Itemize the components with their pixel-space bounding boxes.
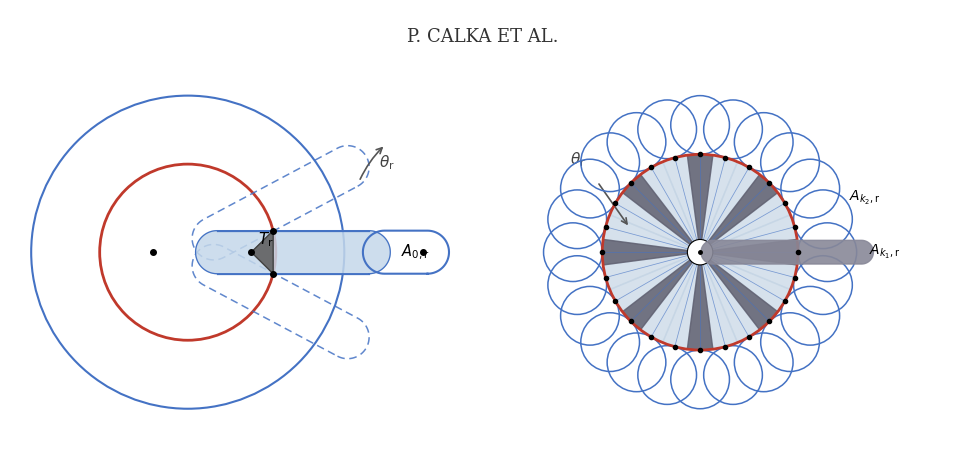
Polygon shape: [701, 155, 738, 241]
Polygon shape: [603, 254, 689, 290]
Text: $\theta_{\rm r}$: $\theta_{\rm r}$: [379, 153, 394, 172]
Polygon shape: [708, 260, 778, 330]
Polygon shape: [688, 265, 713, 350]
Polygon shape: [712, 254, 797, 290]
Polygon shape: [713, 240, 798, 265]
Polygon shape: [603, 215, 689, 250]
Polygon shape: [688, 154, 713, 240]
Text: $T_{\rm r}$: $T_{\rm r}$: [258, 231, 274, 249]
Polygon shape: [622, 260, 693, 330]
Polygon shape: [602, 240, 688, 265]
Polygon shape: [622, 175, 693, 244]
Polygon shape: [251, 231, 273, 274]
Polygon shape: [610, 192, 690, 248]
Polygon shape: [663, 155, 698, 241]
Polygon shape: [610, 257, 690, 312]
Polygon shape: [705, 162, 759, 242]
Polygon shape: [708, 260, 778, 330]
Circle shape: [688, 240, 713, 265]
Polygon shape: [705, 262, 759, 343]
Polygon shape: [708, 175, 778, 244]
Polygon shape: [710, 192, 790, 248]
Polygon shape: [701, 241, 873, 264]
Polygon shape: [712, 215, 797, 250]
Polygon shape: [602, 240, 688, 265]
Polygon shape: [640, 162, 696, 242]
Polygon shape: [663, 264, 698, 349]
Polygon shape: [713, 240, 798, 265]
Text: $A_{k_2,{\rm r}}$: $A_{k_2,{\rm r}}$: [849, 189, 880, 207]
Polygon shape: [640, 262, 696, 343]
Polygon shape: [710, 257, 790, 312]
Polygon shape: [708, 175, 778, 244]
Text: P. CALKA ET AL.: P. CALKA ET AL.: [408, 28, 558, 46]
Polygon shape: [195, 231, 390, 274]
Polygon shape: [701, 264, 738, 349]
Text: $A_{k_1,{\rm r}}$: $A_{k_1,{\rm r}}$: [869, 243, 901, 261]
Polygon shape: [622, 175, 693, 244]
Polygon shape: [688, 265, 713, 350]
Polygon shape: [622, 260, 693, 330]
Text: $\theta_{\rm r}$: $\theta_{\rm r}$: [570, 150, 585, 169]
Text: $A_{0,{\rm r}}$: $A_{0,{\rm r}}$: [401, 242, 430, 262]
Polygon shape: [688, 154, 713, 240]
